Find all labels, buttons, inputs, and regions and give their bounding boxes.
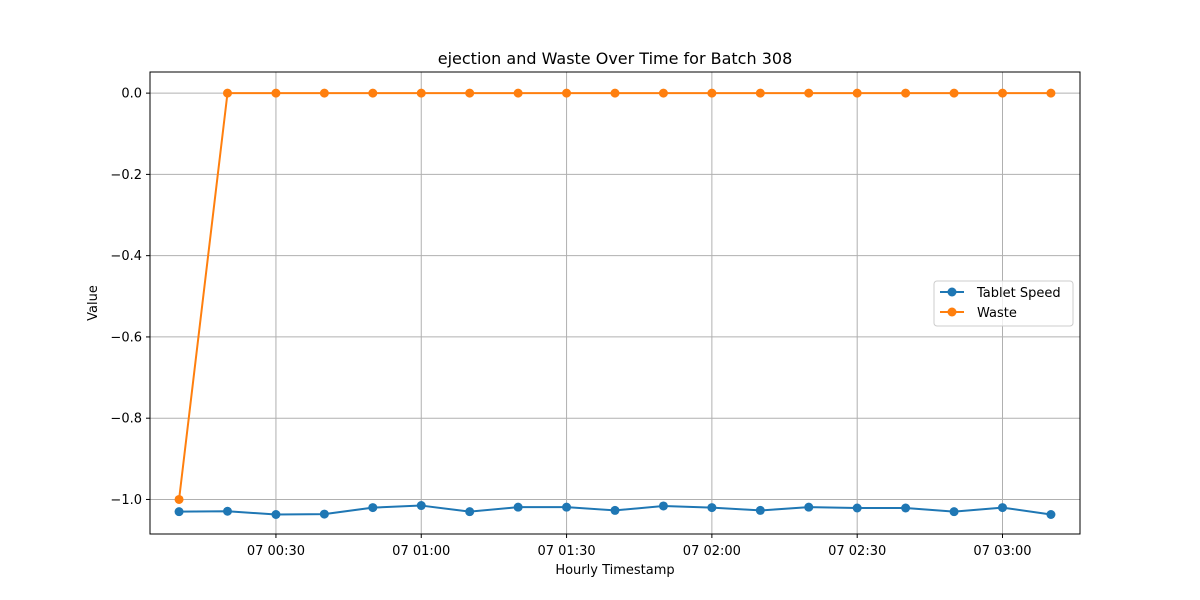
x-tick-label: 07 02:00 (683, 544, 741, 559)
y-tick-label: −0.6 (110, 330, 142, 345)
chart-title: ejection and Waste Over Time for Batch 3… (438, 49, 793, 68)
data-point-tablet-speed (804, 502, 814, 512)
data-point-waste (174, 494, 184, 504)
legend-label-tablet-speed: Tablet Speed (976, 286, 1061, 301)
data-point-waste (465, 88, 475, 98)
legend-box (933, 280, 1074, 327)
data-point-waste (998, 88, 1007, 98)
data-point-waste (658, 88, 668, 98)
grid-lines (150, 72, 1080, 534)
legend-marker-tablet-speed (947, 287, 957, 297)
data-point-waste (513, 88, 523, 98)
data-point-tablet-speed (707, 503, 717, 513)
data-point-tablet-speed (319, 509, 329, 519)
data-point-waste (610, 88, 620, 98)
data-point-tablet-speed (852, 503, 862, 513)
x-tick-label: 07 01:00 (392, 544, 450, 559)
x-tick-label: 07 02:30 (828, 544, 886, 559)
data-point-tablet-speed (901, 503, 911, 513)
y-axis-label: Value (86, 285, 101, 321)
x-tick-label: 07 01:30 (537, 544, 595, 559)
data-point-tablet-speed (562, 502, 572, 512)
data-point-waste (804, 88, 814, 98)
data-point-tablet-speed (174, 507, 184, 517)
y-tick-label: −1.0 (110, 493, 142, 508)
data-point-waste (416, 88, 426, 98)
series-layer (174, 88, 1056, 519)
data-point-tablet-speed (271, 509, 281, 519)
data-point-waste (319, 88, 329, 98)
plot-frame (149, 71, 1081, 535)
data-point-waste (852, 88, 862, 98)
y-tick-label: −0.4 (110, 249, 142, 264)
data-point-waste (223, 88, 232, 98)
data-point-tablet-speed (755, 505, 765, 515)
data-point-tablet-speed (610, 505, 620, 515)
data-point-waste (562, 88, 572, 98)
y-tick-label: −0.8 (110, 412, 142, 427)
data-point-waste (368, 88, 378, 98)
legend: Tablet Speed Waste (933, 280, 1074, 327)
x-tick-label: 07 00:30 (247, 544, 305, 559)
axis-ticks: 0.0 −0.2 −0.4 −0.6 −0.8 −1.0 07 00:30 07 01:00 0… (110, 87, 1031, 559)
x-tick-label: 07 03:00 (973, 544, 1031, 559)
legend-marker-waste (947, 307, 957, 317)
y-tick-label: 0.0 (121, 87, 142, 102)
data-point-tablet-speed (465, 507, 475, 517)
data-point-tablet-speed (513, 502, 523, 512)
x-axis-label: Hourly Timestamp (555, 563, 674, 578)
data-point-tablet-speed (949, 507, 959, 517)
data-point-tablet-speed (416, 501, 426, 511)
data-point-waste (1046, 88, 1056, 98)
data-point-waste (271, 88, 281, 98)
data-point-waste (755, 88, 765, 98)
data-point-tablet-speed (658, 501, 668, 511)
legend-label-waste: Waste (977, 306, 1017, 321)
data-point-tablet-speed (998, 503, 1007, 513)
data-point-waste (901, 88, 911, 98)
data-point-tablet-speed (223, 506, 232, 516)
data-point-waste (707, 88, 717, 98)
y-tick-label: −0.2 (110, 168, 142, 183)
data-point-tablet-speed (368, 503, 378, 513)
data-point-tablet-speed (1046, 509, 1056, 519)
data-point-waste (949, 88, 959, 98)
